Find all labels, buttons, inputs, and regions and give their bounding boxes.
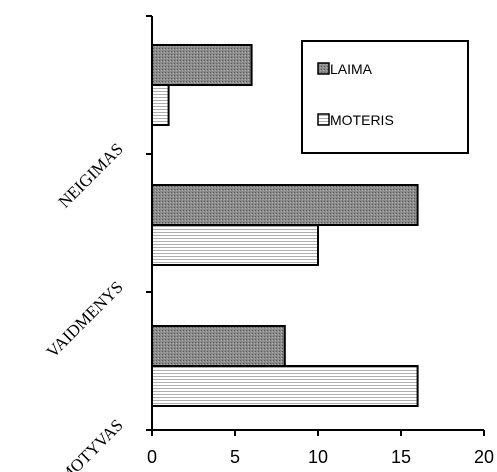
bar-moteris-motyvas bbox=[151, 365, 419, 407]
legend-label-laima: LAIMA bbox=[330, 61, 373, 77]
x-tick-label: 0 bbox=[147, 447, 157, 467]
x-tick-label: 15 bbox=[391, 447, 411, 467]
x-tick-label: 20 bbox=[474, 447, 494, 467]
category-label: VAIDMENYS bbox=[43, 277, 127, 361]
legend-box bbox=[301, 40, 469, 154]
legend-swatch-moteris bbox=[317, 113, 330, 126]
x-tick-label: 5 bbox=[230, 447, 240, 467]
category-label: NEIGIMAS bbox=[55, 139, 127, 211]
bar-moteris-neigimas bbox=[151, 84, 170, 126]
x-tick-label: 10 bbox=[308, 447, 328, 467]
category-label: MOTYVAS bbox=[55, 415, 126, 472]
legend-label-moteris: MOTERIS bbox=[330, 112, 394, 128]
bar-laima-motyvas bbox=[151, 325, 286, 367]
bar-moteris-vaidmenys bbox=[151, 224, 319, 266]
bar-laima-neigimas bbox=[151, 44, 253, 86]
legend-swatch-laima bbox=[317, 62, 330, 75]
bar-laima-vaidmenys bbox=[151, 184, 419, 226]
legend: LAIMA MOTERIS bbox=[301, 40, 469, 154]
